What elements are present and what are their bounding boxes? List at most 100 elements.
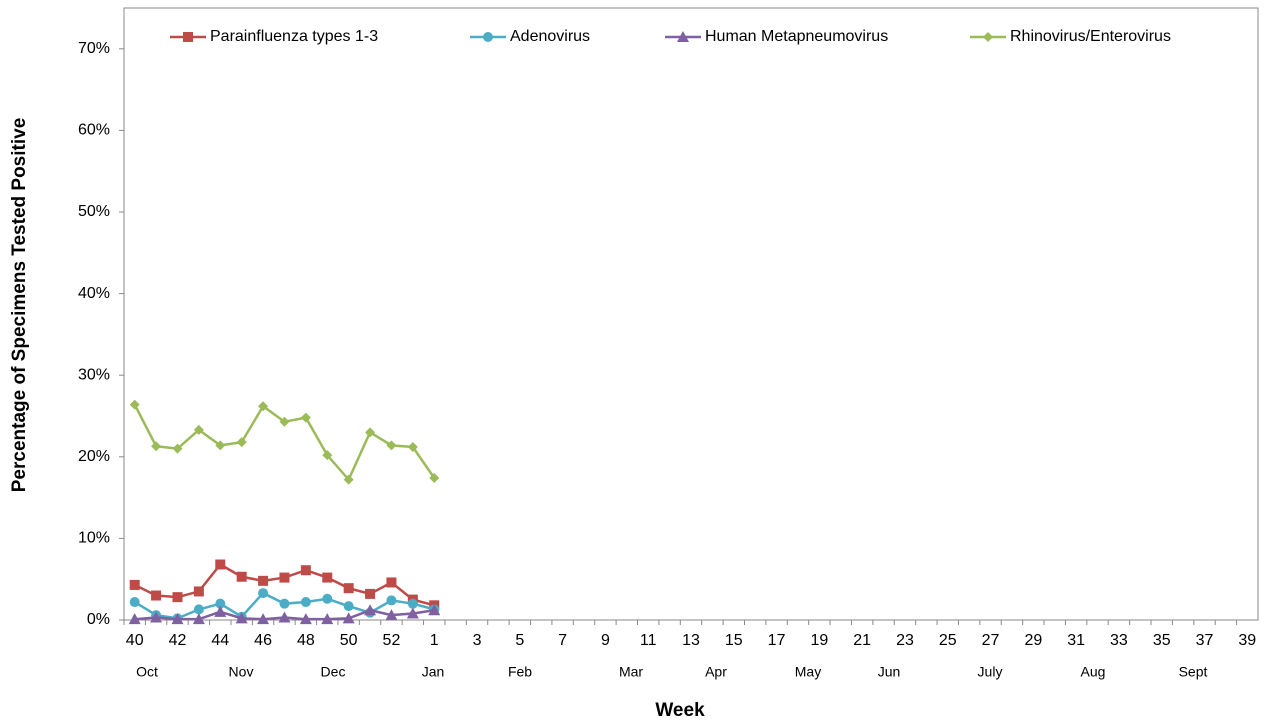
x-tick-label: 7 <box>558 632 567 649</box>
marker <box>215 559 226 570</box>
month-label: Sept <box>1179 664 1208 680</box>
y-tick-label: 70% <box>78 40 110 57</box>
marker <box>279 416 290 427</box>
marker <box>151 590 162 601</box>
month-label: Jun <box>878 664 901 680</box>
marker <box>128 613 141 625</box>
marker <box>365 427 376 438</box>
month-label: Jan <box>422 664 445 680</box>
x-tick-label: 5 <box>515 632 524 649</box>
marker <box>365 588 376 599</box>
marker <box>386 577 397 588</box>
x-tick-label: 39 <box>1238 632 1256 649</box>
marker <box>385 609 398 621</box>
legend-label: Rhinovirus/Enterovirus <box>1010 28 1171 45</box>
x-tick-label: 46 <box>254 632 272 649</box>
month-label: Apr <box>705 664 727 680</box>
x-tick-label: 15 <box>725 632 743 649</box>
x-tick-label: 11 <box>640 632 657 649</box>
marker <box>407 598 418 609</box>
marker <box>235 612 248 624</box>
y-tick-label: 0% <box>87 611 110 628</box>
x-tick-label: 37 <box>1196 632 1214 649</box>
month-label: Aug <box>1081 664 1106 680</box>
marker <box>129 579 140 590</box>
marker <box>279 598 290 609</box>
marker <box>300 597 311 608</box>
marker <box>406 607 419 619</box>
legend-marker <box>677 31 689 42</box>
x-tick-label: 40 <box>126 632 144 649</box>
plot-frame <box>123 7 1259 621</box>
marker <box>193 604 204 615</box>
marker <box>150 611 163 623</box>
marker <box>428 604 441 616</box>
x-tick-label: 29 <box>1024 632 1042 649</box>
marker <box>386 440 397 451</box>
month-label: July <box>978 664 1003 680</box>
y-tick-label: 50% <box>78 203 110 220</box>
marker <box>322 450 333 461</box>
marker <box>193 424 204 435</box>
marker <box>129 597 140 608</box>
marker <box>299 613 312 625</box>
x-tick-label: 13 <box>682 632 700 649</box>
month-label: Dec <box>321 664 346 680</box>
x-tick-label: 9 <box>601 632 610 649</box>
x-axis-label: Week <box>655 700 705 721</box>
marker <box>342 612 355 624</box>
marker <box>171 613 184 625</box>
legend-label: Human Metapneumovirus <box>705 28 888 45</box>
marker <box>215 598 226 609</box>
x-tick-label: 52 <box>383 632 401 649</box>
marker <box>215 440 226 451</box>
x-tick-label: 33 <box>1110 632 1128 649</box>
marker <box>193 586 204 597</box>
marker <box>236 571 247 582</box>
x-tick-label: 31 <box>1067 632 1085 649</box>
marker <box>258 575 269 586</box>
legend-marker <box>183 32 193 42</box>
month-label: Oct <box>136 664 158 680</box>
y-tick-label: 40% <box>78 285 110 302</box>
x-tick-label: 3 <box>473 632 482 649</box>
marker <box>172 443 183 454</box>
legend-label: Parainfluenza types 1-3 <box>210 28 378 45</box>
month-label: Nov <box>229 664 254 680</box>
marker <box>343 474 354 485</box>
marker <box>343 601 354 612</box>
marker <box>300 412 311 423</box>
x-tick-label: 44 <box>211 632 229 649</box>
marker <box>429 473 440 484</box>
y-tick-label: 30% <box>78 366 110 383</box>
marker <box>151 441 162 452</box>
x-tick-label: 48 <box>297 632 315 649</box>
marker <box>321 613 334 625</box>
x-tick-label: 1 <box>430 632 439 649</box>
month-label: Mar <box>619 664 643 680</box>
x-tick-label: 25 <box>939 632 957 649</box>
marker <box>279 572 290 583</box>
marker <box>129 399 140 410</box>
x-tick-label: 17 <box>768 632 786 649</box>
marker <box>258 588 269 599</box>
marker <box>322 572 333 583</box>
month-label: May <box>795 664 821 680</box>
marker <box>236 437 247 448</box>
x-tick-label: 50 <box>340 632 358 649</box>
marker <box>364 604 377 616</box>
x-tick-label: 42 <box>169 632 187 649</box>
marker <box>322 593 333 604</box>
y-axis-label: Percentage of Specimens Tested Positive <box>9 118 30 493</box>
x-tick-label: 35 <box>1153 632 1171 649</box>
legend-marker <box>483 32 493 42</box>
marker <box>300 565 311 576</box>
series-line <box>133 404 436 482</box>
y-tick-label: 60% <box>78 122 110 139</box>
marker <box>172 592 183 603</box>
x-tick-label: 21 <box>853 632 871 649</box>
x-tick-label: 23 <box>896 632 914 649</box>
marker <box>214 605 227 617</box>
marker <box>407 442 418 453</box>
